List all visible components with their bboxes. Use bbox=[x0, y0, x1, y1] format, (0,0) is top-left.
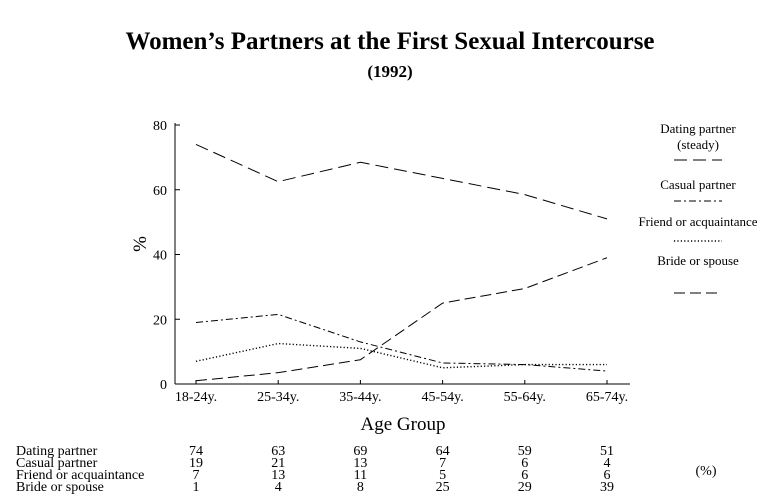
legend-label: (steady) bbox=[677, 137, 719, 152]
table-cell: 7 bbox=[193, 468, 200, 483]
table-row-label: Friend or acquaintance bbox=[16, 468, 144, 483]
y-tick-label: 0 bbox=[160, 378, 167, 393]
series-line-1 bbox=[195, 143, 608, 220]
series-line-4 bbox=[195, 257, 608, 382]
table-cell: 11 bbox=[354, 468, 367, 483]
table-cell: 1 bbox=[193, 480, 200, 495]
table-cell: 4 bbox=[604, 456, 611, 471]
y-tick-label: 60 bbox=[153, 184, 167, 199]
y-tick-label: 20 bbox=[153, 313, 167, 328]
series-line-3 bbox=[195, 342, 607, 369]
x-tick-label: 45-54y. bbox=[421, 390, 463, 405]
series-line-2 bbox=[195, 313, 608, 372]
table-cell: 59 bbox=[518, 444, 532, 459]
y-axis-title: % bbox=[130, 236, 151, 252]
table-cell: 21 bbox=[271, 456, 285, 471]
table-cell: 4 bbox=[275, 480, 282, 495]
table-cell: 74 bbox=[189, 444, 203, 459]
table-cell: 5 bbox=[439, 468, 446, 483]
table-cell: 6 bbox=[521, 456, 528, 471]
legend-label: Casual partner bbox=[660, 177, 736, 192]
x-tick-label: 55-64y. bbox=[504, 390, 546, 405]
y-tick-label: 80 bbox=[153, 119, 167, 134]
table-cell: 13 bbox=[353, 456, 367, 471]
table-unit: (%) bbox=[696, 464, 717, 479]
table-cell: 19 bbox=[189, 456, 203, 471]
table-cell: 25 bbox=[436, 480, 450, 495]
table-cell: 39 bbox=[600, 480, 614, 495]
x-tick-label: 18-24y. bbox=[175, 390, 217, 405]
legend-label: Dating partner bbox=[660, 121, 736, 136]
table-cell: 6 bbox=[604, 468, 611, 483]
x-tick-label: 65-74y. bbox=[586, 390, 628, 405]
x-tick-label: 35-44y. bbox=[339, 390, 381, 405]
table-cell: 69 bbox=[353, 444, 367, 459]
chart-subtitle: (1992) bbox=[367, 62, 413, 81]
table-cell: 29 bbox=[518, 480, 532, 495]
table-cell: 6 bbox=[521, 468, 528, 483]
table-cell: 64 bbox=[436, 444, 450, 459]
table-cell: 13 bbox=[271, 468, 285, 483]
table-row-label: Dating partner bbox=[16, 444, 98, 459]
chart-title: Women’s Partners at the First Sexual Int… bbox=[125, 28, 655, 55]
legend-label: Bride or spouse bbox=[657, 253, 739, 268]
legend-label: Friend or acquaintance bbox=[638, 214, 757, 229]
y-tick-label: 40 bbox=[153, 249, 167, 264]
table-row-label: Bride or spouse bbox=[16, 480, 104, 495]
table-cell: 51 bbox=[600, 444, 614, 459]
table-row-label: Casual partner bbox=[16, 456, 98, 471]
x-axis-title: Age Group bbox=[361, 414, 446, 435]
table-cell: 8 bbox=[357, 480, 364, 495]
table-cell: 63 bbox=[271, 444, 285, 459]
table-cell: 7 bbox=[439, 456, 446, 471]
x-tick-label: 25-34y. bbox=[257, 390, 299, 405]
